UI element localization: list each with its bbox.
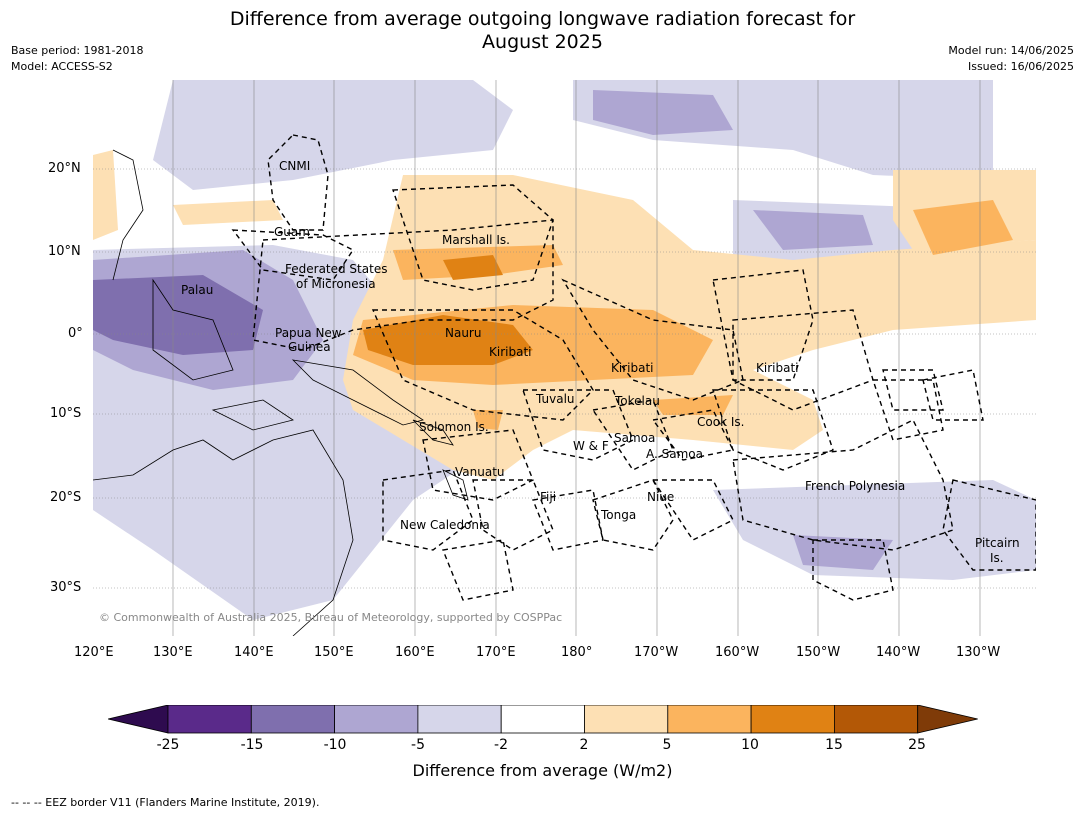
region-label: Fiji	[540, 490, 556, 504]
colorbar	[108, 705, 978, 734]
lat-tick-label: 20°S	[50, 490, 82, 505]
colorbar-tick: -5	[411, 737, 425, 753]
colorbar-segment	[334, 705, 419, 734]
colorbar-segment	[750, 705, 835, 734]
lon-tick-label: 170°E	[476, 645, 516, 660]
colorbar-label: Difference from average (W/m2)	[412, 761, 673, 780]
lon-tick-label: 140°E	[234, 645, 274, 660]
graticule	[93, 80, 1036, 636]
lon-tick-label: 140°W	[876, 645, 921, 660]
region-label: Tokelau	[614, 394, 660, 408]
region-label: Is.	[990, 551, 1004, 565]
lat-tick-label: 0°	[68, 326, 83, 341]
region-label: W & F	[573, 439, 609, 453]
region-label: Pitcairn	[975, 536, 1020, 550]
region-label: Niue	[647, 490, 674, 504]
colorbar-segment	[667, 705, 752, 734]
colorbar-segment	[417, 705, 502, 734]
region-label: Palau	[181, 283, 213, 297]
meta-right: Model run: 14/06/2025 Issued: 16/06/2025	[948, 44, 1074, 73]
lon-tick-label: 160°E	[395, 645, 435, 660]
lon-tick-label: 150°W	[796, 645, 841, 660]
positive-anomaly-strong	[363, 255, 533, 365]
region-label: Solomon Is.	[419, 420, 489, 434]
colorbar-segment	[834, 705, 919, 734]
region-labels: CNMI Guam Marshall Is. Federated States …	[181, 159, 1020, 565]
region-label: CNMI	[279, 159, 310, 173]
lat-tick-label: 10°N	[48, 244, 81, 259]
region-label: Tuvalu	[535, 392, 575, 406]
colorbar-tick: 5	[662, 737, 672, 753]
lon-tick-label: 130°W	[956, 645, 1001, 660]
eez-borders	[231, 134, 1036, 601]
lon-tick-label: 180°	[561, 645, 593, 660]
colorbar-extend-low	[108, 705, 169, 734]
lat-tick-label: 20°N	[48, 161, 81, 176]
lon-tick-label: 160°W	[715, 645, 760, 660]
meta-left: Base period: 1981-2018 Model: ACCESS-S2	[11, 44, 144, 73]
lon-tick-label: 120°E	[74, 645, 114, 660]
colorbar-tick: -2	[494, 737, 508, 753]
colorbar-tick: 10	[741, 737, 759, 753]
region-label: French Polynesia	[805, 479, 905, 493]
region-label: Cook Is.	[697, 415, 744, 429]
lon-tick-label: 170°W	[634, 645, 679, 660]
copyright-text: © Commonwealth of Australia 2025, Bureau…	[99, 611, 562, 624]
lon-tick-label: 130°E	[153, 645, 193, 660]
colorbar-segment	[500, 705, 585, 734]
region-label: New Caledonia	[400, 518, 490, 532]
region-label: Kiribati	[489, 345, 531, 359]
region-label: of Micronesia	[296, 277, 376, 291]
eez-footnote: -- -- -- EEZ border V11 (Flanders Marine…	[11, 796, 320, 809]
colorbar-segment	[250, 705, 336, 734]
colorbar-tick: -25	[156, 737, 180, 753]
colorbar-extend-high	[917, 705, 978, 734]
region-label: Kiribati	[756, 361, 798, 375]
coastlines	[93, 149, 469, 636]
region-label: Samoa	[614, 431, 655, 445]
region-label: Kiribati	[611, 361, 653, 375]
region-label: Guam	[274, 225, 310, 239]
colorbar-tick: -15	[240, 737, 264, 753]
lat-tick-label: 30°S	[50, 580, 82, 595]
negative-anomaly-strong	[93, 275, 263, 355]
region-label: Nauru	[445, 326, 481, 340]
lon-tick-label: 150°E	[314, 645, 354, 660]
region-label: Federated States	[285, 262, 387, 276]
region-label: A. Samoa	[646, 447, 703, 461]
region-label: Marshall Is.	[442, 233, 510, 247]
lat-tick-label: 10°S	[50, 406, 82, 421]
region-label: Vanuatu	[455, 465, 505, 479]
colorbar-tick: 15	[825, 737, 843, 753]
anomaly-map: © Commonwealth of Australia 2025, Bureau…	[93, 80, 1036, 636]
colorbar-segment	[167, 705, 252, 734]
colorbar-tick: 25	[908, 737, 926, 753]
region-label: Tonga	[600, 508, 636, 522]
map-title: Difference from average outgoing longwav…	[229, 8, 856, 53]
colorbar-tick: -10	[323, 737, 347, 753]
region-label: Guinea	[288, 340, 331, 354]
region-label: Papua New	[275, 326, 342, 340]
colorbar-tick: 2	[579, 737, 589, 753]
colorbar-segment	[584, 705, 669, 734]
